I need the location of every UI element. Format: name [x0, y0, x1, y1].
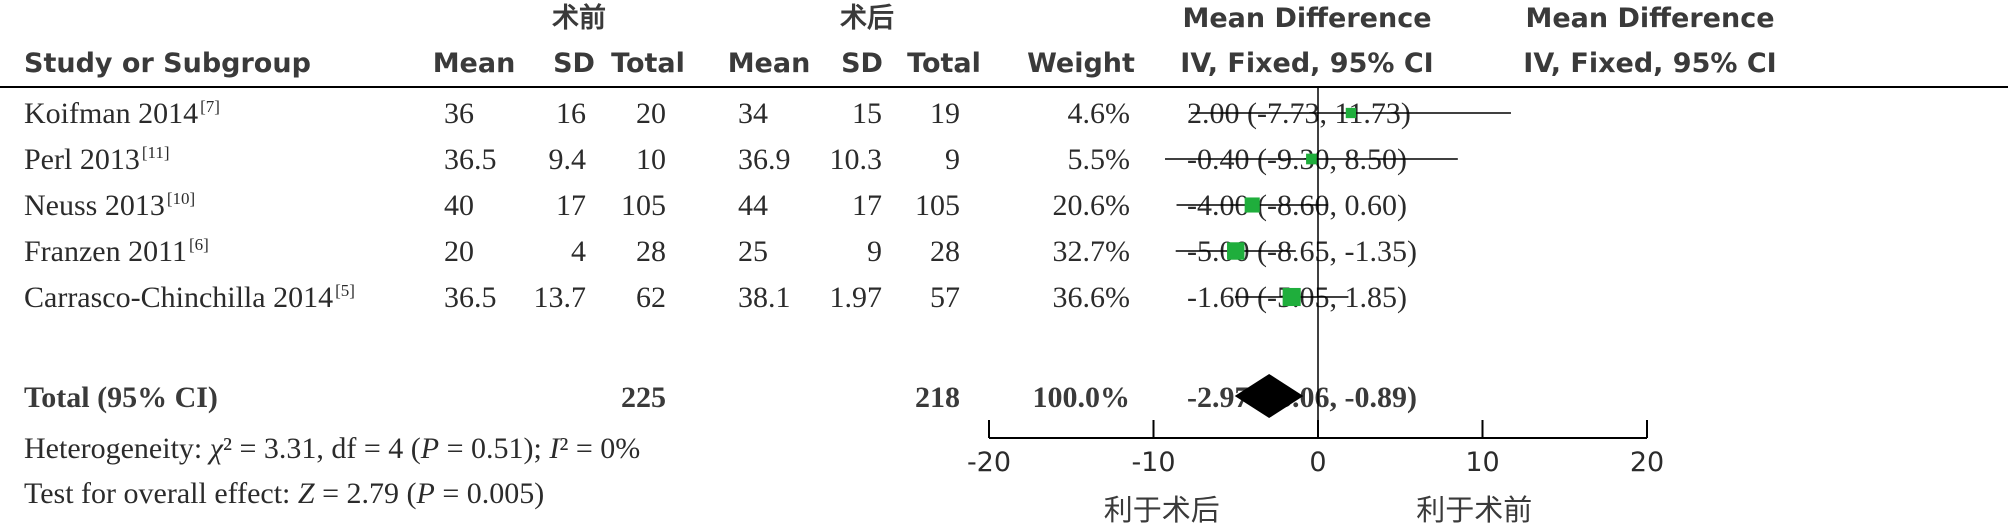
total-pre-n: 225 — [621, 381, 666, 414]
col-header-pre-mean: Mean — [433, 48, 516, 79]
ci-mark — [1190, 107, 1511, 119]
study-pre-sd: 9.4 — [549, 143, 587, 176]
study-pre-sd: 4 — [571, 235, 586, 268]
study-row: Koifman 2014 [7] 36 16 20 34 15 19 4.6% 2.00 (-7.… — [24, 97, 1411, 130]
x-tick-label: 10 — [1465, 447, 1499, 478]
study-name: Koifman 2014 [7] — [24, 97, 220, 130]
study-post-sd: 17 — [852, 189, 882, 222]
group-label-pre: 术前 — [552, 2, 606, 34]
x-tick-label: 0 — [1309, 447, 1326, 478]
study-weight: 4.6% — [1068, 97, 1131, 130]
study-weight: 20.6% — [1053, 189, 1131, 222]
col-header-pre-sd: SD — [553, 48, 595, 79]
study-post-sd: 9 — [867, 235, 882, 268]
col-header-post-total: Total — [907, 48, 981, 79]
favours-right-label: 利于术前 — [1416, 493, 1532, 525]
col-header-weight: Weight — [1027, 48, 1135, 79]
col-header-md-method-text: IV, Fixed, 95% CI — [1180, 48, 1433, 79]
col-header-study: Study or Subgroup — [24, 48, 311, 79]
point-estimate-marker — [1227, 242, 1245, 260]
plot-area: -20 -10 0 10 20 利于术后 利于术前 — [967, 88, 1664, 527]
favours-left-label: 利于术后 — [1104, 493, 1220, 525]
point-estimate-marker — [1306, 153, 1317, 165]
study-row: Carrasco-Chinchilla 2014 [5] 36.5 13.7 62 38.… — [24, 281, 1407, 314]
study-pre-total: 62 — [636, 281, 666, 314]
study-weight: 5.5% — [1068, 143, 1131, 176]
study-pre-mean: 36.5 — [444, 143, 497, 176]
study-pre-total: 28 — [636, 235, 666, 268]
study-post-mean: 44 — [738, 189, 768, 222]
ci-marks — [1165, 107, 1511, 307]
study-pre-sd: 17 — [556, 189, 586, 222]
total-weight: 100.0% — [1033, 381, 1131, 414]
point-estimate-marker — [1345, 107, 1357, 119]
study-pre-total: 20 — [636, 97, 666, 130]
study-pre-mean: 36.5 — [444, 281, 497, 314]
study-name: Carrasco-Chinchilla 2014 [5] — [24, 281, 355, 314]
study-post-mean: 25 — [738, 235, 768, 268]
study-pre-sd: 13.7 — [534, 281, 587, 314]
study-post-total: 9 — [945, 143, 960, 176]
md-title-text: Mean Difference — [1182, 3, 1431, 34]
point-estimate-marker — [1244, 197, 1260, 213]
total-row: Total (95% CI) 225 218 100.0% -2.97 (-5.… — [24, 381, 1417, 414]
x-tick-label: -20 — [967, 447, 1011, 478]
study-post-total: 105 — [915, 189, 960, 222]
pooled-diamond — [1234, 374, 1304, 418]
group-label-post: 术后 — [840, 3, 894, 34]
study-post-mean: 36.9 — [738, 143, 791, 176]
study-pre-total: 10 — [636, 143, 666, 176]
point-estimate-marker — [1282, 287, 1301, 307]
study-post-total: 57 — [930, 281, 960, 314]
col-header-post-sd: SD — [841, 48, 883, 79]
col-header-post-mean: Mean — [728, 48, 811, 79]
study-weight: 36.6% — [1053, 281, 1131, 314]
study-post-sd: 10.3 — [830, 143, 883, 176]
study-post-sd: 15 — [852, 97, 882, 130]
overall-effect-text: Test for overall effect: Z = 2.79 (P = 0… — [24, 477, 544, 510]
col-header-md-method-plot: IV, Fixed, 95% CI — [1523, 48, 1776, 79]
study-name: Neuss 2013 [10] — [24, 189, 195, 222]
study-weight: 32.7% — [1053, 235, 1131, 268]
study-post-sd: 1.97 — [830, 281, 883, 314]
study-post-mean: 34 — [738, 97, 768, 130]
x-tick-label: 20 — [1630, 447, 1664, 478]
heterogeneity-text: Heterogeneity: χ² = 3.31, df = 4 (P = 0.… — [24, 432, 640, 465]
total-post-n: 218 — [915, 381, 960, 414]
study-post-total: 19 — [930, 97, 960, 130]
study-reference: [11] — [142, 143, 170, 162]
study-name: Perl 2013 [11] — [24, 143, 170, 176]
ci-mark — [1176, 197, 1328, 213]
md-title-plot: Mean Difference — [1525, 3, 1774, 34]
x-tick-label: -10 — [1131, 447, 1175, 478]
study-name: Franzen 2011 [6] — [24, 235, 209, 268]
study-pre-mean: 20 — [444, 235, 474, 268]
study-post-mean: 38.1 — [738, 281, 791, 314]
study-post-total: 28 — [930, 235, 960, 268]
study-reference: [7] — [200, 97, 220, 116]
study-reference: [10] — [167, 189, 195, 208]
study-pre-mean: 40 — [444, 189, 474, 222]
study-pre-total: 105 — [621, 189, 666, 222]
ci-mark — [1165, 153, 1458, 165]
total-label: Total (95% CI) — [24, 381, 218, 414]
ci-mark — [1175, 242, 1296, 260]
study-row: Franzen 2011 [6] 20 4 28 25 9 28 32.7% -5.00 (-8.… — [24, 235, 1417, 268]
study-pre-sd: 16 — [556, 97, 586, 130]
ci-mark — [1234, 287, 1349, 307]
study-reference: [5] — [335, 281, 355, 300]
total-ci-text: -2.97 (-5.06, -0.89) — [1187, 381, 1417, 414]
col-header-pre-total: Total — [611, 48, 685, 79]
x-axis-ticks: -20 -10 0 10 20 — [967, 420, 1664, 478]
study-pre-mean: 36 — [444, 97, 474, 130]
study-reference: [6] — [189, 235, 209, 254]
